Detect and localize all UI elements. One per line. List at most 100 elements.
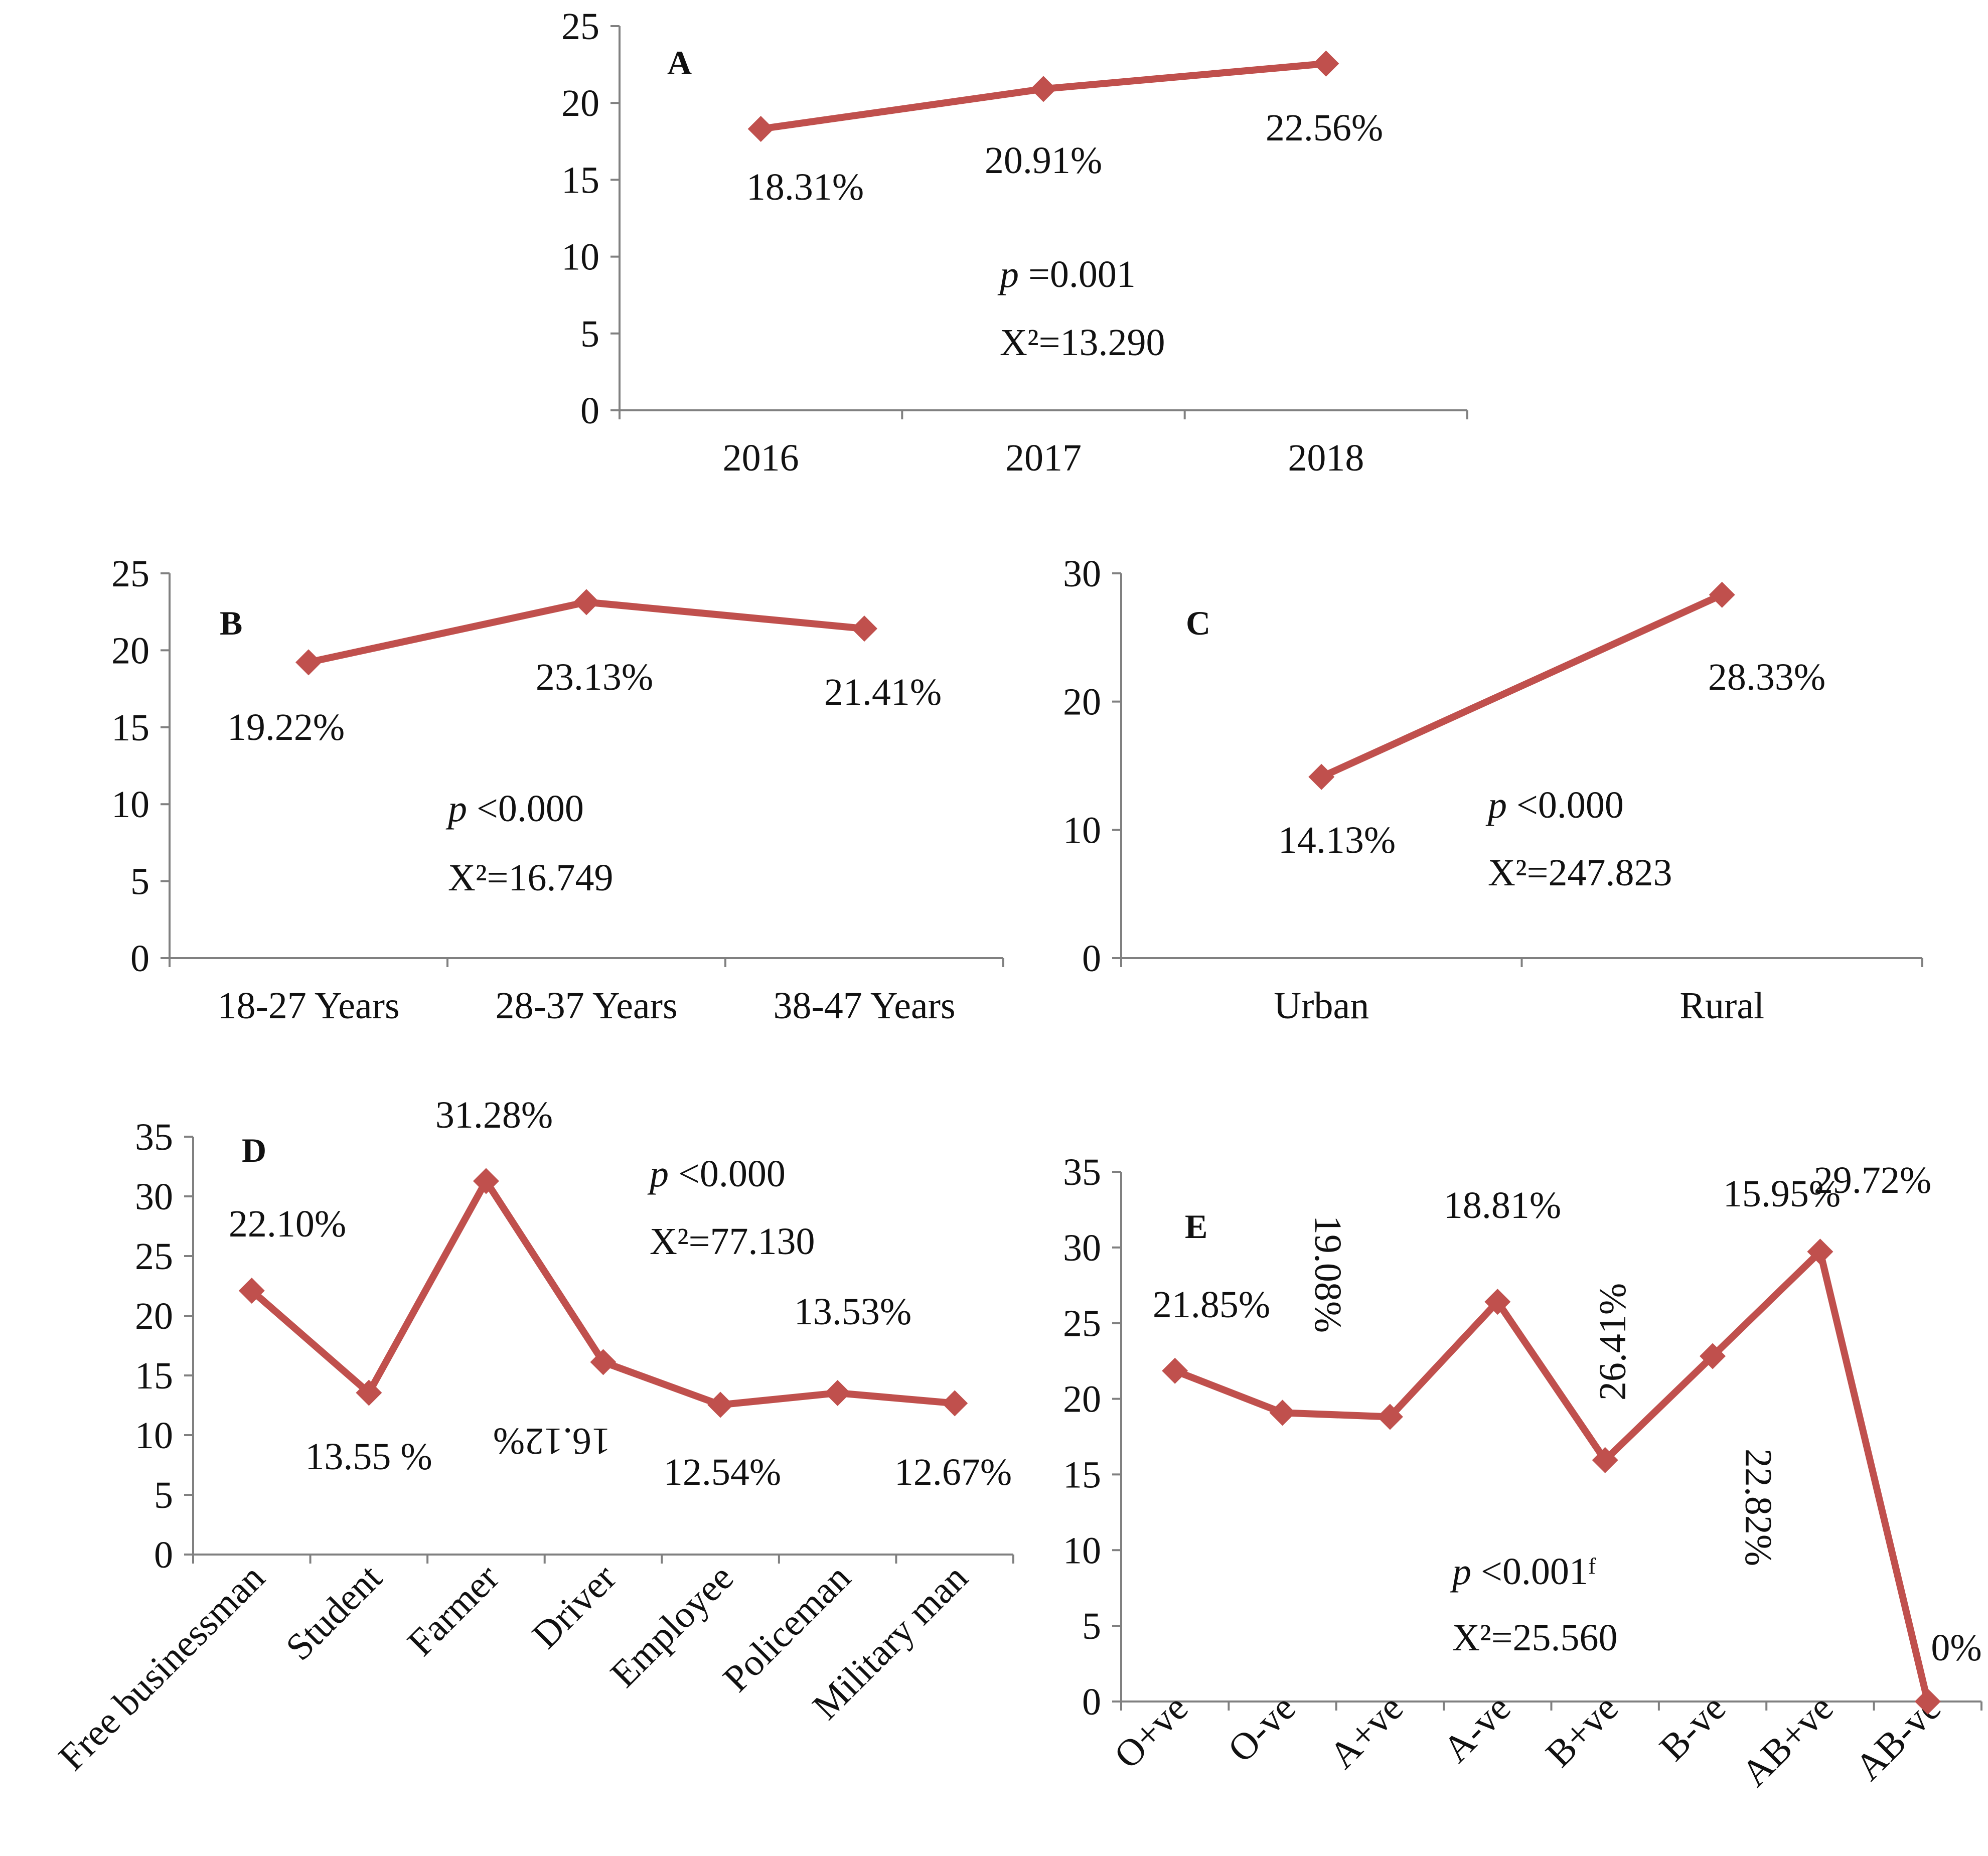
data-label: 29.72% [1814, 1159, 1931, 1201]
data-label: 28.33% [1708, 656, 1825, 698]
data-point [1030, 76, 1056, 102]
x-tick-label: B-ve [1651, 1687, 1734, 1769]
data-label: 12.67% [894, 1451, 1012, 1493]
x-tick-label: A+ve [1321, 1687, 1411, 1777]
x-tick-label: B+ve [1538, 1687, 1626, 1775]
panel-letter: E [1185, 1207, 1207, 1246]
y-tick-label: 20 [1063, 681, 1101, 723]
data-label: 16.12% [493, 1420, 610, 1462]
y-tick-label: 5 [130, 861, 149, 903]
x-tick-label: 2017 [1005, 437, 1082, 479]
y-tick-label: 10 [111, 784, 149, 826]
stat-chi-square: X²=16.749 [448, 857, 614, 899]
data-point [356, 1379, 382, 1406]
stat-chi-square: X²=247.823 [1488, 852, 1672, 894]
data-point [1484, 1289, 1511, 1315]
stat-p-value: p <0.000 [445, 788, 584, 830]
y-tick-label: 20 [561, 82, 599, 124]
y-tick-label: 10 [135, 1415, 173, 1457]
x-tick-label: 28-37 Years [495, 985, 677, 1027]
stat-chi-square: X²=77.130 [650, 1220, 815, 1263]
y-tick-label: 0 [130, 938, 149, 980]
data-point [824, 1379, 851, 1406]
y-tick-label: 30 [1063, 553, 1101, 595]
data-point [1700, 1343, 1726, 1369]
panel-b: 0 5 10 15 20 25 18-27 Years 28-37 Years 38-47 Ye… [111, 553, 1004, 1027]
data-label: 13.55 % [305, 1436, 432, 1478]
stat-p-value: p <0.000 [647, 1153, 786, 1195]
y-tick-label: 30 [1063, 1227, 1101, 1269]
panel-e: 0 5 10 15 20 25 30 35 O+ve O-ve A+ve A-ve B+ve B-ve AB… [1063, 1151, 1982, 1795]
y-tick-label: 20 [135, 1295, 173, 1337]
x-tick-label: Farmer [399, 1557, 507, 1664]
data-point [1377, 1404, 1403, 1430]
panel-letter: B [220, 604, 242, 642]
data-point [238, 1278, 265, 1304]
data-label: 0% [1931, 1627, 1981, 1669]
x-tick-label: Rural [1679, 985, 1764, 1027]
data-point [573, 589, 599, 615]
panel-letter: D [242, 1131, 266, 1169]
y-tick-label: 0 [580, 390, 599, 432]
y-tick-label: 15 [135, 1355, 173, 1397]
y-tick-label: 25 [1063, 1303, 1101, 1345]
x-tick-label: O+ve [1106, 1687, 1196, 1777]
y-tick-label: 0 [154, 1534, 173, 1576]
data-label: 22.10% [229, 1203, 346, 1245]
stat-p-value: p =0.001 [997, 253, 1136, 295]
panel-c: 0 10 20 30 Urban Rural 14.13% 28.33% Cp <0.000 X²… [1063, 553, 1923, 1027]
data-label: 18.31% [746, 166, 864, 208]
y-tick-label: 15 [111, 707, 149, 749]
y-tick-label: 15 [1063, 1454, 1101, 1496]
data-point [1709, 581, 1735, 608]
data-point [707, 1391, 734, 1418]
data-point [1313, 50, 1339, 77]
data-label: 20.91% [985, 139, 1102, 182]
panel-letter: C [1186, 604, 1210, 642]
y-tick-label: 5 [154, 1474, 173, 1516]
data-point [473, 1168, 499, 1194]
series-line [1173, 1248, 1931, 1703]
y-tick-label: 10 [1063, 809, 1101, 851]
data-label: 12.54% [664, 1451, 781, 1493]
stat-chi-square: X²=13.290 [1000, 322, 1165, 364]
data-label: 14.13% [1278, 819, 1396, 861]
data-point [942, 1390, 968, 1417]
x-tick-label: Urban [1274, 985, 1369, 1027]
panel-d: 0 5 10 15 20 25 30 35 Free businessman Student Far… [51, 1094, 1014, 1779]
y-tick-label: 5 [1082, 1605, 1101, 1647]
data-point [1269, 1400, 1296, 1426]
x-tick-label: O-ve [1220, 1687, 1304, 1771]
x-tick-label: Student [278, 1557, 390, 1669]
x-tick-label: A-ve [1435, 1687, 1519, 1771]
y-tick-label: 20 [111, 630, 149, 672]
data-point [295, 649, 322, 676]
y-tick-label: 0 [1082, 1681, 1101, 1723]
y-tick-label: 0 [1082, 938, 1101, 980]
y-tick-label: 20 [1063, 1378, 1101, 1421]
data-point [1308, 763, 1335, 790]
stat-p-value: p <0.001ᶠ [1450, 1551, 1596, 1593]
data-point [851, 615, 877, 642]
x-tick-label: Free businessman [51, 1557, 273, 1779]
data-label: 22.82% [1737, 1449, 1779, 1566]
y-tick-label: 25 [561, 6, 599, 48]
data-label: 21.41% [824, 671, 942, 713]
y-tick-label: 35 [1063, 1151, 1101, 1193]
y-tick-label: 25 [135, 1235, 173, 1278]
data-point [1914, 1688, 1941, 1715]
data-label: 15.95% [1723, 1173, 1841, 1215]
data-label: 19.22% [227, 706, 345, 748]
data-label: 21.85% [1153, 1284, 1270, 1326]
data-label: 19.08% [1307, 1215, 1349, 1333]
data-label: 23.13% [536, 656, 653, 698]
data-label: 18.81% [1444, 1184, 1561, 1226]
y-tick-label: 10 [561, 236, 599, 278]
panel-a: 0 5 10 15 20 25 2016 2017 2018 18.31% 20.91% 22.56%… [561, 6, 1468, 479]
stat-chi-square: X²=25.560 [1452, 1617, 1618, 1659]
data-point [1162, 1357, 1188, 1384]
x-tick-label: 2016 [723, 437, 799, 479]
x-tick-label: 38-47 Years [773, 985, 955, 1027]
data-point [1807, 1239, 1833, 1265]
